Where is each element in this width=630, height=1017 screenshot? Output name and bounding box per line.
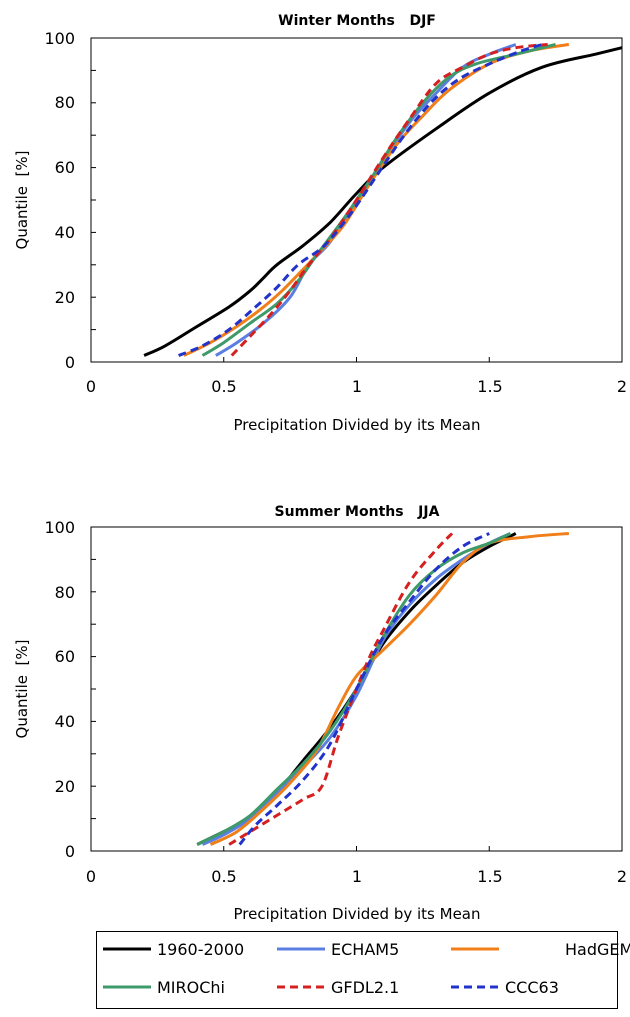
summer-xtick-label: 0.5: [211, 867, 236, 886]
legend-label: CCC63: [505, 977, 559, 997]
summer-ytick-label: 0: [65, 842, 75, 861]
legend-label: HadGEM: [565, 939, 630, 959]
legend-item: CCC63: [451, 976, 559, 998]
winter-chart: Winter Months DJF 0 0.5 1 1.5 2 0 20 40 …: [13, 13, 627, 434]
legend-item: 1960-2000: [103, 938, 244, 960]
legend-swatch-icon: [277, 947, 325, 951]
legend: 1960-2000 ECHAM5 HadGEM MIROChi GFDL2.1 …: [96, 931, 630, 1009]
summer-xtick-labels: 0 0.5 1 1.5 2: [86, 867, 627, 886]
legend-swatch-icon: [103, 985, 151, 989]
series-line-ccc63: [238, 532, 490, 846]
series-line-mirochi: [196, 532, 512, 846]
winter-ytick-label: 0: [65, 353, 75, 372]
legend-swatch-icon: [277, 985, 325, 989]
legend-swatch-icon: [451, 947, 499, 951]
summer-series-lines: [90, 526, 623, 852]
series-line-gfdl2-1: [228, 532, 454, 846]
winter-ytick-label: 40: [55, 223, 75, 242]
legend-item: MIROChi: [103, 976, 225, 998]
winter-ytick-label: 60: [55, 158, 75, 177]
winter-xtick-label: 2: [617, 377, 627, 396]
legend-item: ECHAM5: [277, 938, 399, 960]
summer-xtick-label: 1: [352, 867, 362, 886]
series-line-hadgem: [183, 43, 570, 357]
legend-item: HadGEM: [451, 938, 630, 960]
winter-ytick-label: 100: [44, 29, 75, 48]
series-line-ccc63: [178, 43, 543, 357]
winter-xtick-label: 0: [86, 377, 96, 396]
summer-ytick-label: 100: [44, 518, 75, 537]
summer-ytick-label: 20: [55, 777, 75, 796]
legend-label: 1960-2000: [157, 939, 245, 959]
winter-ytick-labels: 0 20 40 60 80 100: [44, 29, 75, 372]
legend-label: MIROChi: [157, 977, 225, 997]
series-line-1960-2000: [143, 46, 623, 357]
winter-xtick-label: 1: [352, 377, 362, 396]
series-line-gfdl2-1: [230, 43, 548, 357]
summer-chart-title: Summer Months JJA: [275, 504, 440, 520]
winter-xtick-label: 0.5: [211, 377, 236, 396]
summer-xtick-label: 0: [86, 867, 96, 886]
charts-canvas: Winter Months DJF 0 0.5 1 1.5 2 0 20 40 …: [13, 13, 627, 923]
series-line-mirochi: [201, 43, 556, 357]
legend-label: ECHAM5: [331, 939, 400, 959]
winter-series-lines: [90, 37, 623, 363]
winter-y-axis-label: Quantile [%]: [13, 151, 31, 250]
summer-xtick-label: 2: [617, 867, 627, 886]
winter-xtick-labels: 0 0.5 1 1.5 2: [86, 377, 627, 396]
summer-xtick-label: 1.5: [477, 867, 502, 886]
winter-ytick-label: 20: [55, 288, 75, 307]
summer-y-axis-label: Quantile [%]: [13, 640, 31, 739]
summer-x-axis-label: Precipitation Divided by its Mean: [234, 905, 481, 923]
legend-swatch-icon: [103, 947, 151, 951]
summer-chart: Summer Months JJA 0 0.5 1 1.5 2 0 20 40 …: [13, 504, 627, 923]
summer-ytick-label: 60: [55, 647, 75, 666]
winter-ytick-label: 80: [55, 93, 75, 112]
series-line-echam5: [201, 532, 512, 846]
summer-ytick-label: 40: [55, 712, 75, 731]
winter-xtick-label: 1.5: [477, 377, 502, 396]
summer-ytick-label: 80: [55, 583, 75, 602]
legend-swatch-icon: [451, 985, 499, 989]
series-line-hadgem: [209, 532, 570, 846]
legend-item: GFDL2.1: [277, 976, 399, 998]
winter-chart-title: Winter Months DJF: [278, 13, 436, 29]
summer-ytick-labels: 0 20 40 60 80 100: [44, 518, 75, 861]
winter-x-axis-label: Precipitation Divided by its Mean: [234, 416, 481, 434]
legend-label: GFDL2.1: [331, 977, 400, 997]
